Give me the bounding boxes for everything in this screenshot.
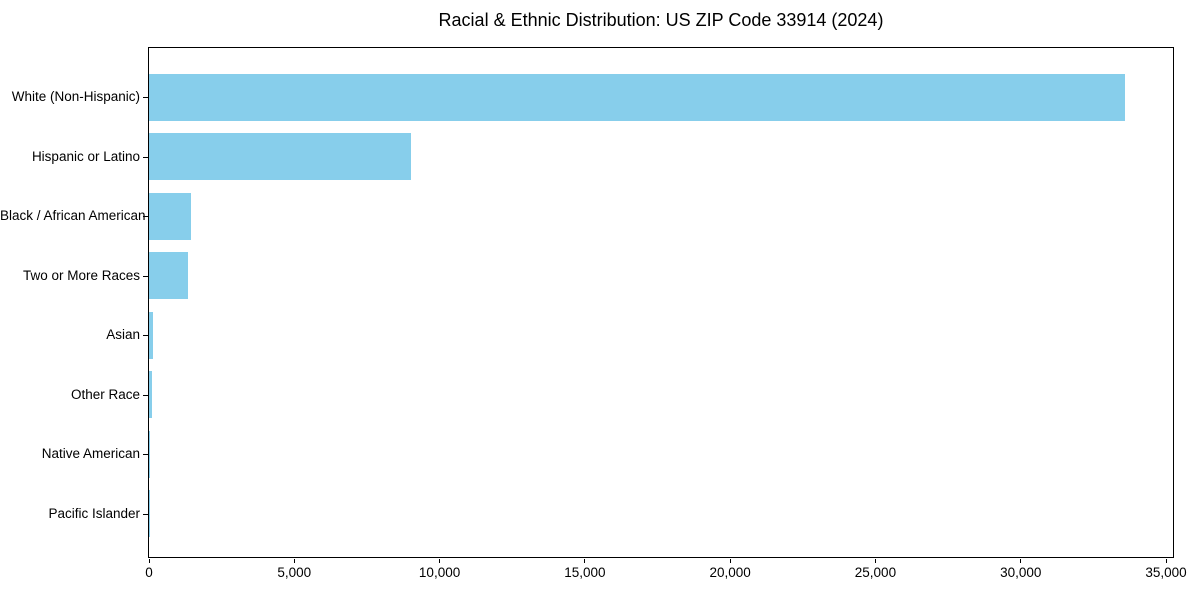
x-tick-mark	[729, 559, 731, 563]
x-tick-label: 0	[145, 565, 153, 580]
bar-asian	[149, 311, 154, 359]
x-tick-mark	[293, 559, 295, 563]
y-tick-mark	[143, 275, 148, 277]
x-tick-mark	[584, 559, 586, 563]
x-tick-label: 5,000	[277, 565, 312, 580]
x-tick-label: 25,000	[854, 565, 897, 580]
x-tick-label: 10,000	[418, 565, 461, 580]
y-tick-label: White (Non-Hispanic)	[11, 89, 140, 104]
bar-hispanic-or-latino	[149, 133, 411, 181]
bar-black-african-american	[149, 192, 191, 240]
x-tick-label: 15,000	[564, 565, 606, 580]
y-tick-mark	[143, 216, 148, 218]
chart-title: Racial & Ethnic Distribution: US ZIP Cod…	[438, 10, 884, 30]
y-tick-label: Hispanic or Latino	[31, 148, 140, 164]
x-tick-mark	[874, 559, 876, 563]
y-tick-label: Two or More Races	[22, 267, 140, 283]
x-tick-label: 20,000	[709, 565, 751, 580]
x-tick-mark	[1165, 559, 1167, 563]
y-tick-label: Native American	[41, 446, 140, 462]
y-tick-mark	[143, 394, 148, 396]
x-tick-mark	[439, 559, 441, 563]
y-tick-label: Pacific Islander	[48, 505, 140, 521]
bar-white-non-hispanic	[149, 73, 1126, 121]
x-tick-mark	[1020, 559, 1022, 563]
x-tick-label: 30,000	[1000, 565, 1042, 580]
y-tick-mark	[143, 97, 148, 98]
x-tick-label: 35,000	[1145, 565, 1187, 580]
y-tick-mark	[143, 156, 148, 158]
y-tick-label: Black / African American	[0, 208, 146, 224]
x-tick-mark	[148, 559, 150, 563]
y-tick-label: Other Race	[70, 386, 140, 402]
bar-native-american	[149, 430, 150, 478]
y-tick-mark	[143, 513, 148, 515]
plot-area	[148, 47, 1174, 558]
y-tick-mark	[143, 454, 148, 456]
y-tick-label: Asian	[106, 327, 140, 343]
bar-two-or-more-races	[149, 252, 188, 300]
bar-other-race	[149, 371, 152, 419]
y-tick-mark	[143, 335, 148, 337]
